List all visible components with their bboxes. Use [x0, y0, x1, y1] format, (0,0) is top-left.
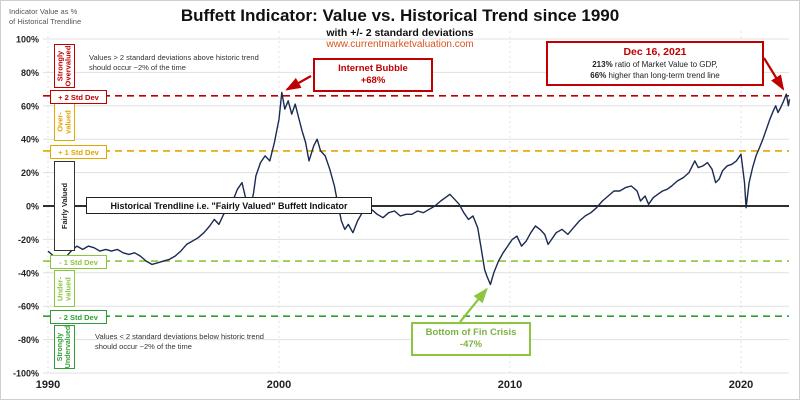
svg-text:0%: 0%: [26, 202, 39, 212]
zone-overvalued-label: Over-valued: [55, 110, 73, 134]
y-axis-caption: Indicator Value as % of Historical Trend…: [9, 7, 81, 27]
source-url[interactable]: www.currentmarketvaluation.com: [326, 39, 474, 50]
zone-undervalued-label: Under-valued: [55, 276, 73, 301]
internet-bubble-title: Internet Bubble: [338, 63, 408, 74]
series-line: [47, 91, 791, 286]
internet-bubble-value: +68%: [360, 74, 386, 86]
y-axis-caption-line1: Indicator Value as %: [9, 7, 78, 16]
dec-2021-pct2: 66%: [590, 71, 607, 81]
dec-2021-annotation: Dec 16, 2021 213% ratio of Market Value …: [546, 41, 764, 87]
fin-crisis-annotation: Bottom of Fin Crisis -47%: [411, 322, 531, 356]
reference-lines: [43, 94, 789, 318]
zone-fairly-valued: Fairly Valued: [54, 161, 75, 251]
svg-text:2000: 2000: [267, 379, 291, 391]
fin-crisis-title: Bottom of Fin Crisis: [425, 327, 517, 338]
svg-text:2010: 2010: [498, 379, 522, 391]
dec-2021-text2: higher than long-term trend line: [606, 71, 720, 81]
dec-2021-text1: ratio of Market Value to GDP,: [612, 60, 718, 69]
y-axis-caption-line2: of Historical Trendline: [9, 17, 82, 27]
dec-2021-pct1: 213%: [592, 60, 613, 69]
internet_bubble-arrow: [285, 75, 312, 91]
minus-2-std-dev-label: - 2 Std Dev: [50, 310, 107, 324]
svg-text:-40%: -40%: [18, 268, 39, 278]
fin_crisis-arrow: [459, 287, 488, 323]
svg-text:60%: 60%: [21, 101, 39, 111]
svg-text:40%: 40%: [21, 135, 39, 145]
dec-2021-line2: 66% higher than long-term trend line: [552, 70, 758, 81]
zone-strongly-undervalued-label: Strongly Undervalued: [56, 325, 72, 369]
below-2-std-note: Values < 2 standard deviations below his…: [95, 332, 264, 352]
fin-crisis-value: -47%: [459, 338, 483, 350]
svg-text:80%: 80%: [21, 68, 39, 78]
dec_2021-arrow: [763, 57, 785, 91]
zone-strongly-undervalued: Strongly Undervalued: [54, 325, 75, 369]
svg-text:100%: 100%: [16, 35, 39, 45]
minus-1-std-dev-label: - 1 Std Dev: [50, 255, 107, 269]
svg-text:-100%: -100%: [13, 369, 39, 379]
svg-text:1990: 1990: [36, 379, 60, 391]
dec-2021-title: Dec 16, 2021: [623, 46, 687, 58]
chart-subtitle: with +/- 2 standard deviations: [326, 27, 474, 39]
zone-fairly-valued-label: Fairly Valued: [59, 182, 69, 230]
tick-labels: 100% 80% 60% 40% 20% 0% -20% -40% -60% -80% -100%1…: [13, 35, 753, 392]
zone-overvalued: Over-valued: [54, 103, 75, 141]
chart-title: Buffett Indicator: Value vs. Historical …: [180, 6, 620, 25]
svg-text:-20%: -20%: [18, 235, 39, 245]
above-2-std-note: Values > 2 standard deviations above his…: [89, 53, 259, 73]
plus-1-std-dev-label: + 1 Std Dev: [50, 145, 107, 159]
zone-strongly-overvalued: Strongly Overvalued: [54, 44, 75, 88]
internet-bubble-annotation: Internet Bubble +68%: [313, 58, 433, 92]
svg-text:-60%: -60%: [18, 302, 39, 312]
dec-2021-line1: 213% ratio of Market Value to GDP,: [552, 59, 758, 70]
zone-undervalued: Under-valued: [54, 270, 75, 307]
svg-text:-80%: -80%: [18, 335, 39, 345]
svg-text:20%: 20%: [21, 168, 39, 178]
historical-trendline-annotation: Historical Trendline i.e. "Fairly Valued…: [86, 197, 372, 214]
zone-strongly-overvalued-label: Strongly Overvalued: [55, 45, 73, 87]
svg-text:2020: 2020: [729, 379, 753, 391]
plus-2-std-dev-label: + 2 Std Dev: [50, 90, 107, 104]
